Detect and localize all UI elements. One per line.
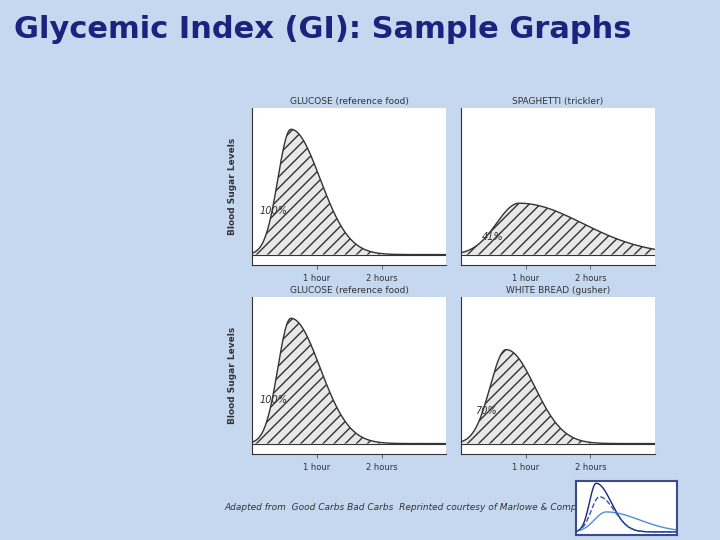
Text: Blood Sugar Levels: Blood Sugar Levels [228, 327, 237, 424]
Text: Blood Sugar Levels: Blood Sugar Levels [228, 138, 237, 235]
Text: 100%: 100% [259, 395, 287, 404]
Text: Glycemic Index (GI): Sample Graphs: Glycemic Index (GI): Sample Graphs [14, 15, 632, 44]
Title: WHITE BREAD (gusher): WHITE BREAD (gusher) [506, 286, 610, 295]
Text: 70%: 70% [475, 406, 497, 416]
Text: 41%: 41% [482, 232, 504, 241]
Title: GLUCOSE (reference food): GLUCOSE (reference food) [289, 97, 409, 106]
Title: GLUCOSE (reference food): GLUCOSE (reference food) [289, 286, 409, 295]
Text: Adapted from  Good Carbs Bad Carbs  Reprinted courtesy of Marlowe & Company.: Adapted from Good Carbs Bad Carbs Reprin… [225, 503, 596, 512]
Title: SPAGHETTI (trickler): SPAGHETTI (trickler) [513, 97, 603, 106]
Text: 100%: 100% [259, 206, 287, 215]
